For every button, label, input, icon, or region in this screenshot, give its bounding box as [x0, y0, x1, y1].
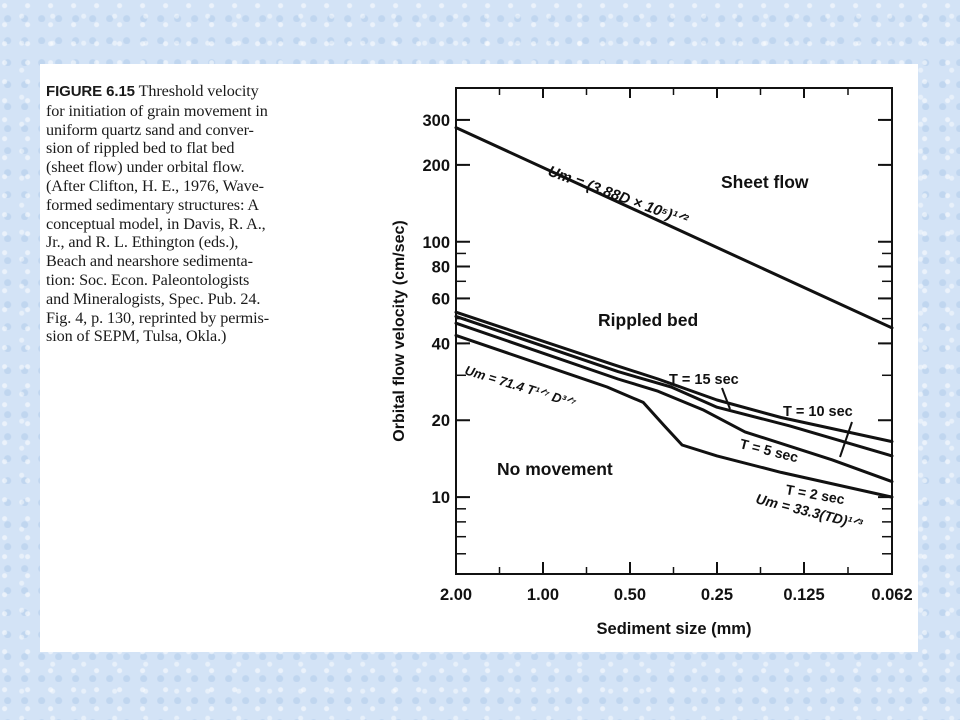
- x-tick-label: 0.125: [783, 586, 824, 604]
- region-label-no-movement: No movement: [497, 459, 613, 479]
- y-axis-label: Orbital flow velocity (cm/sec): [391, 220, 408, 441]
- series-line-1: [454, 126, 894, 330]
- y-tick-label: 40: [432, 335, 450, 353]
- annotation-leader-t10: [839, 421, 853, 458]
- x-tick-label: 0.50: [614, 586, 646, 604]
- annotation-t15: T = 15 sec: [669, 372, 739, 388]
- series-line-2: [454, 310, 894, 444]
- y-tick-label: 10: [432, 489, 450, 507]
- figure-panel: FIGURE 6.15 Threshold velocity for initi…: [40, 64, 918, 652]
- series-line-5: [454, 333, 894, 499]
- y-tick-label: 100: [422, 234, 450, 252]
- x-tick-label: 0.062: [871, 586, 912, 604]
- figure-caption-text: Threshold velocity for initiation of gra…: [46, 82, 269, 346]
- y-tick-label: 20: [432, 412, 450, 430]
- figure-caption: FIGURE 6.15 Threshold velocity for initi…: [46, 82, 368, 346]
- annotation-leader-t15: [721, 387, 731, 410]
- figure-label: FIGURE 6.15: [46, 83, 135, 100]
- x-tick-label: 2.00: [440, 586, 472, 604]
- region-label-sheet-flow: Sheet flow: [721, 172, 809, 192]
- annotation-upper-formula: Um = (3.88D × 10⁵)¹ᐟ²: [546, 163, 691, 230]
- series-line-4: [454, 321, 894, 484]
- x-axis-label: Sediment size (mm): [597, 620, 752, 638]
- y-tick-label: 80: [432, 258, 450, 276]
- y-tick-label: 300: [422, 112, 450, 130]
- x-tick-label: 1.00: [527, 586, 559, 604]
- x-tick-label: 0.25: [701, 586, 733, 604]
- annotation-t10: T = 10 sec: [783, 404, 853, 420]
- y-tick-label: 60: [432, 290, 450, 308]
- region-label-rippled-bed: Rippled bed: [598, 310, 698, 330]
- series-line-3: [454, 314, 894, 458]
- y-tick-label: 200: [422, 157, 450, 175]
